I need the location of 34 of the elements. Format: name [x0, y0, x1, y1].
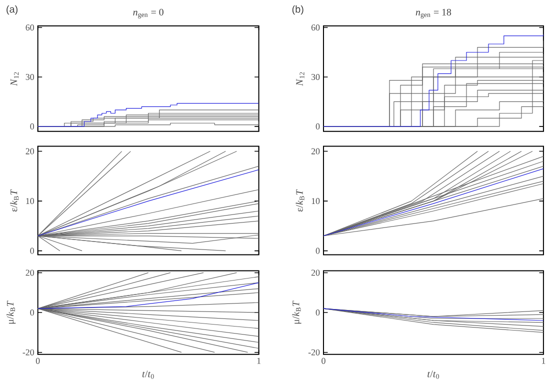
y-tick-label: 20: [311, 270, 320, 276]
y-axis-title: ε/k$_{B}$T: [10, 189, 19, 212]
y-tick-label: 60: [311, 24, 320, 30]
chart-title: n$_{gen}$ = 18: [416, 8, 452, 18]
y-tick-label: 0: [316, 248, 320, 254]
y-tick-label: 0: [30, 248, 34, 254]
x-axis-title: t/t$_{0}$: [428, 370, 440, 379]
y-axis-title: μ/k$_{B}$T: [292, 300, 302, 324]
y-tick-label: 0: [30, 123, 34, 130]
x-tick-label: 1: [542, 358, 546, 364]
x-tick-label: 0: [36, 358, 40, 364]
x-tick-label: 1: [257, 358, 260, 364]
y-tick-label: 20: [26, 270, 34, 276]
chart-title: n$_{gen}$ = 0: [133, 8, 164, 18]
y-axis-title: μ/k$_{B}$T: [6, 300, 16, 324]
y-tick-label: -20: [308, 349, 320, 356]
y-tick-label: 0: [316, 123, 320, 130]
y-tick-label: 20: [311, 148, 320, 154]
y-tick-label: 10: [26, 198, 34, 204]
y-axis-title: N$_{12}$: [10, 72, 19, 86]
y-tick-label: 0: [316, 309, 320, 316]
y-axis-title: N$_{12}$: [296, 72, 304, 86]
text: (a): [6, 5, 18, 15]
y-axis-title: ε/k$_{B}$T: [296, 189, 304, 212]
x-axis-title: t/t$_{0}$: [142, 370, 154, 379]
y-tick-label: -20: [22, 349, 34, 356]
y-tick-label: 0: [30, 309, 34, 316]
y-tick-label: 30: [26, 74, 34, 80]
y-tick-label: 60: [26, 24, 34, 30]
x-tick-label: 0: [322, 358, 326, 364]
y-tick-label: 30: [311, 74, 320, 80]
y-tick-label: 20: [26, 148, 34, 154]
y-tick-label: 10: [312, 198, 320, 204]
text: (b): [292, 5, 304, 15]
